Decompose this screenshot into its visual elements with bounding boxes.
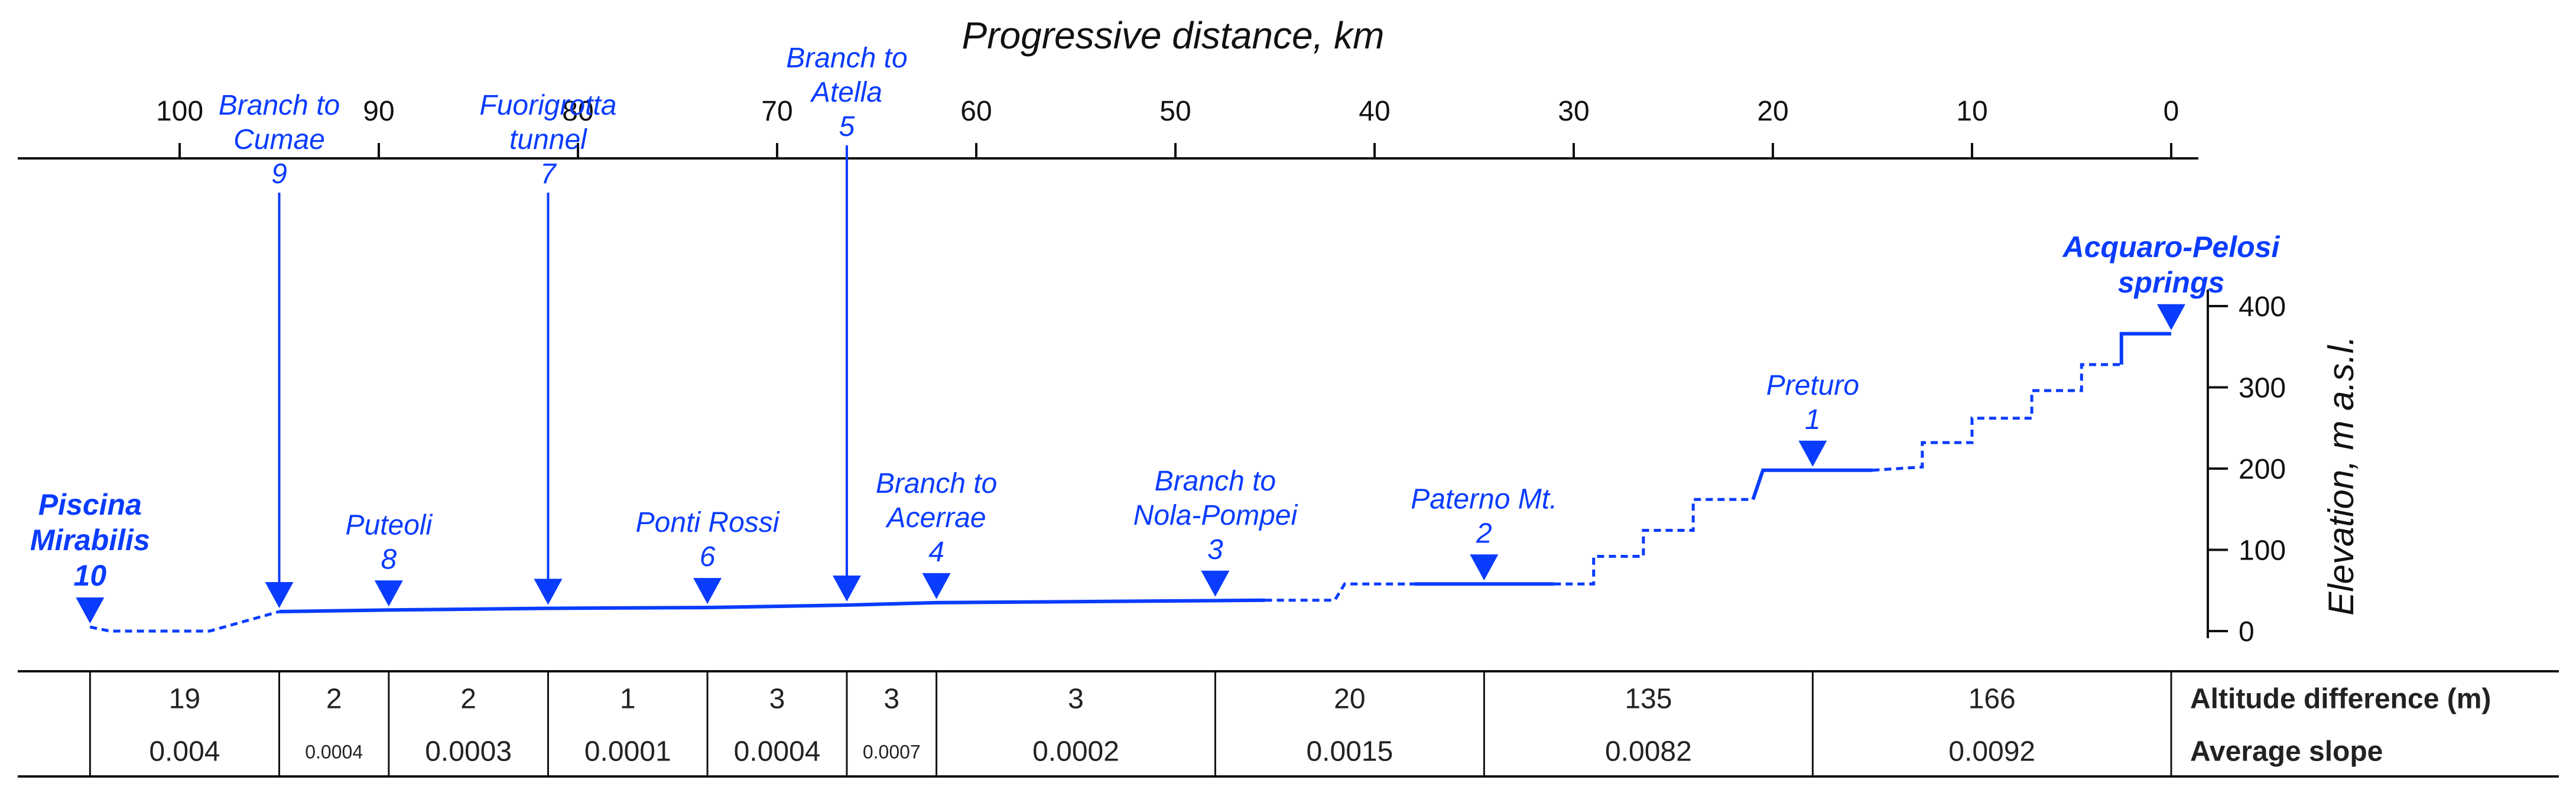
station-ponti-rossi-label: 6 (700, 541, 716, 573)
station-acquaro-pelosi-springs-label: springs (2118, 266, 2225, 299)
y-tick-label: 400 (2239, 291, 2286, 323)
x-tick-label: 80 (562, 96, 593, 127)
table-cell: 19 (169, 684, 200, 715)
station-branch-to-nola-pompei-label: 3 (1207, 534, 1223, 566)
station-acquaro-pelosi-springs-label: Acquaro-Pelosi (2062, 230, 2281, 264)
station-fuorigrotta-tunnel-label: 7 (540, 158, 557, 190)
profile-dashed-segment (1554, 498, 1753, 586)
table-cell: 3 (769, 684, 785, 715)
elevation-profile (89, 332, 2171, 633)
table-row-label: Altitude difference (m) (2190, 684, 2491, 715)
table-row-label: Average slope (2190, 736, 2383, 768)
chart-title: Progressive distance, km (962, 14, 1385, 57)
table-cell: 0.0003 (425, 736, 512, 768)
station-branch-to-cumae-label: Cumae (233, 124, 325, 155)
table-cell: 0.0015 (1306, 736, 1393, 768)
station-branch-to-atella-marker (832, 576, 861, 602)
y-tick-label: 100 (2239, 535, 2286, 567)
profile-solid-segment (279, 598, 1265, 613)
station-puteoli-marker (374, 580, 403, 607)
table-cell: 135 (1625, 684, 1672, 715)
station-preturo-label: Preturo (1766, 370, 1859, 401)
station-branch-to-nola-pompei-label: Branch to (1155, 466, 1276, 497)
station-ponti-rossi-marker (693, 578, 722, 604)
station-fuorigrotta-tunnel-label: Fuorigrotta (479, 90, 616, 121)
x-tick-label: 50 (1159, 96, 1191, 127)
station-branch-to-nola-pompei-marker (1201, 570, 1230, 597)
table-cell: 0.0001 (584, 736, 671, 768)
station-branch-to-acerrae-label: Branch to (876, 468, 997, 499)
station-preturo-label: 1 (1805, 404, 1821, 436)
y-axis-label: Elevation, m a.s.l. (2321, 336, 2361, 616)
station-branch-to-acerrae-marker (922, 573, 951, 599)
profile-solid-segment (1751, 468, 1873, 500)
table-cell: 2 (460, 684, 476, 715)
table-cell: 0.0004 (305, 742, 363, 763)
station-branch-to-cumae-label: Branch to (219, 90, 340, 121)
station-branch-to-acerrae-label: Acerrae (885, 502, 986, 534)
table-cell: 0.0082 (1605, 736, 1692, 768)
y-tick-label: 0 (2239, 616, 2255, 648)
station-ponti-rossi-label: Ponti Rossi (636, 507, 780, 538)
summary-table: 19 2 2 1 3 3 3 20 135 166 Altitude difference (m) 0… (18, 670, 2559, 778)
station-branch-to-cumae-label: 9 (271, 158, 287, 190)
station-preturo-marker (1798, 440, 1827, 467)
table-cell: 166 (1968, 684, 2016, 715)
x-tick-label: 0 (2164, 96, 2179, 127)
station-branch-to-atella-label: Atella (810, 77, 882, 108)
table-cell: 3 (1068, 684, 1084, 715)
station-branch-to-atella-label: 5 (839, 111, 855, 142)
x-tick-label: 60 (960, 96, 992, 127)
x-tick-label: 30 (1558, 96, 1589, 127)
station-piscina-mirabilis-label: Mirabilis (30, 524, 150, 557)
profile-dashed-segment (89, 610, 280, 633)
table-cell: 0.0007 (863, 742, 921, 763)
station-piscina-mirabilis-marker (76, 597, 105, 624)
y-tick-label: 200 (2239, 454, 2286, 485)
station-puteoli-label: Puteoli (345, 509, 433, 541)
profile-dashed-segment (1265, 582, 1415, 602)
station-branch-to-nola-pompei-label: Nola-Pompei (1133, 500, 1298, 531)
table-cell: 0.0004 (734, 736, 821, 768)
profile-dashed-segment (1872, 363, 2122, 472)
station-paterno-mt-label: Paterno Mt. (1411, 483, 1557, 515)
station-puteoli-label: 8 (381, 544, 397, 575)
station-branch-to-cumae-marker (265, 582, 294, 608)
x-tick-label: 20 (1757, 96, 1788, 127)
station-branch-to-atella-label: Branch to (786, 43, 907, 74)
elevation-axis: 0 100 200 300 400 (2207, 290, 2286, 648)
table-cell: 0.004 (149, 736, 220, 768)
table-cell: 0.0002 (1032, 736, 1119, 768)
table-cell: 0.0092 (1948, 736, 2035, 768)
station-branch-to-acerrae-label: 4 (928, 537, 944, 568)
station-piscina-mirabilis-label: Piscina (38, 488, 142, 521)
station-acquaro-pelosi-springs-marker (2157, 304, 2185, 330)
station-paterno-mt-label: 2 (1476, 518, 1492, 549)
table-cell: 3 (883, 684, 899, 715)
distance-axis-ticks: 100 90 80 70 60 50 40 30 20 10 0 (156, 96, 2179, 158)
y-tick-label: 300 (2239, 373, 2286, 404)
x-tick-label: 90 (363, 96, 394, 127)
station-fuorigrotta-tunnel-label: tunnel (509, 124, 587, 155)
station-paterno-mt-marker (1470, 554, 1499, 581)
x-tick-label: 70 (761, 96, 792, 127)
table-cell: 1 (620, 684, 636, 715)
x-tick-label: 10 (1956, 96, 1987, 127)
table-cell: 2 (326, 684, 342, 715)
x-tick-label: 100 (156, 96, 203, 127)
x-tick-label: 40 (1359, 96, 1390, 127)
station-piscina-mirabilis-label: 10 (74, 559, 107, 592)
profile-solid-segment (2119, 332, 2171, 365)
station-fuorigrotta-tunnel-marker (534, 578, 563, 605)
table-cell: 20 (1334, 684, 1365, 715)
